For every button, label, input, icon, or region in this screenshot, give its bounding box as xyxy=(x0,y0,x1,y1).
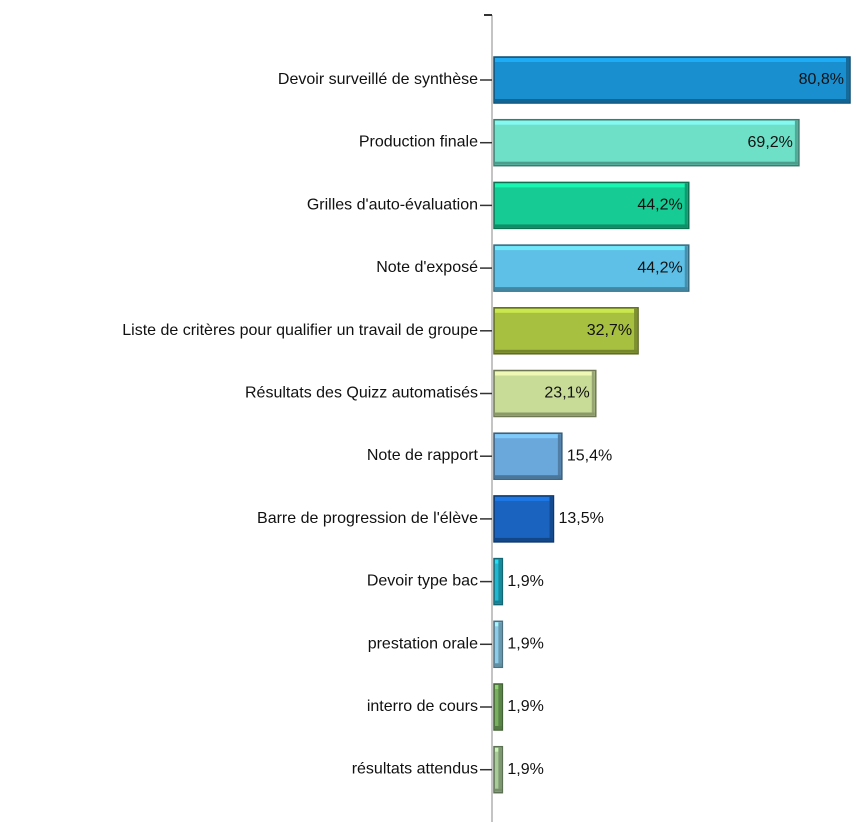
category-label: Grilles d'auto-évaluation xyxy=(307,197,478,214)
bar-bevel-bottom xyxy=(495,726,502,729)
bar-body xyxy=(493,56,851,104)
bar-bevel-top xyxy=(495,496,553,501)
bar-bevel-top xyxy=(495,183,688,188)
bar xyxy=(493,620,504,669)
bar xyxy=(493,181,690,230)
bar-body xyxy=(493,307,639,355)
bar-body xyxy=(493,683,504,731)
bar-bevel-bottom xyxy=(495,600,502,604)
bar-bevel-top xyxy=(495,308,638,313)
bar-body xyxy=(493,620,504,669)
bar-bevel-bottom xyxy=(495,349,638,353)
bar-bevel-bottom xyxy=(495,475,561,479)
bar-bevel-top xyxy=(495,747,502,752)
bar-bevel-top xyxy=(495,371,595,376)
category-label: interro de cours xyxy=(367,698,478,715)
value-label: 23,1% xyxy=(544,385,589,402)
bar xyxy=(493,495,555,543)
bar-bevel-right xyxy=(846,58,849,102)
bar-bevel-bottom xyxy=(495,224,688,228)
bar-bevel-right xyxy=(684,183,688,228)
bar-bevel-bottom xyxy=(495,788,502,792)
bar xyxy=(493,432,563,480)
bar-bevel-top xyxy=(495,685,502,689)
bar-bevel-right xyxy=(634,308,638,353)
bar-body xyxy=(493,118,800,167)
bar-bevel-right xyxy=(498,622,502,667)
bar xyxy=(493,369,597,418)
bar-bevel-bottom xyxy=(495,412,595,416)
bar-bevel-bottom xyxy=(495,287,688,291)
bar-body xyxy=(493,745,504,794)
bar-body xyxy=(493,244,690,292)
bar-bevel-right xyxy=(557,434,561,479)
bar xyxy=(493,745,504,794)
bar-body xyxy=(493,181,690,230)
bar-bevel-right xyxy=(498,747,502,792)
bar xyxy=(493,56,851,104)
bar-bevel-bottom xyxy=(495,161,798,165)
bar-bevel-top xyxy=(495,434,561,439)
value-label: 15,4% xyxy=(567,447,612,464)
category-label: Résultats des Quizz automatisés xyxy=(245,385,478,402)
bar-bevel-right xyxy=(498,685,502,729)
bar-bevel-bottom xyxy=(495,663,502,667)
category-label: Note d'exposé xyxy=(376,259,478,276)
value-label: 1,9% xyxy=(507,636,543,653)
category-label: Note de rapport xyxy=(367,447,479,464)
bar-body xyxy=(493,495,555,543)
category-label: Barre de progression de l'élève xyxy=(257,510,478,527)
bar xyxy=(493,244,690,292)
bar-bevel-top xyxy=(495,559,502,564)
bar-bevel-bottom xyxy=(495,99,849,102)
bar-bevel-right xyxy=(549,496,553,541)
value-label: 44,2% xyxy=(637,259,682,276)
value-label: 44,2% xyxy=(637,197,682,214)
category-label: Devoir surveillé de synthèse xyxy=(278,71,478,88)
value-label: 80,8% xyxy=(799,71,844,88)
category-label: Devoir type bac xyxy=(367,573,478,590)
bar-bevel-top xyxy=(495,622,502,627)
category-label: prestation orale xyxy=(368,636,478,653)
value-label: 69,2% xyxy=(748,134,793,151)
bar-bevel-right xyxy=(794,120,798,165)
value-label: 32,7% xyxy=(587,322,632,339)
bar xyxy=(493,307,639,355)
bar-bevel-right xyxy=(591,371,595,416)
category-label: Liste de critères pour qualifier un trav… xyxy=(122,322,478,339)
value-label: 1,9% xyxy=(507,761,543,778)
category-label: résultats attendus xyxy=(352,761,478,778)
value-label: 1,9% xyxy=(507,698,543,715)
bar xyxy=(493,683,504,731)
bar-body xyxy=(493,369,597,418)
bar xyxy=(493,118,800,167)
bar-bevel-top xyxy=(495,120,798,125)
value-label: 1,9% xyxy=(507,573,543,590)
bar-body xyxy=(493,432,563,480)
bar-bevel-top xyxy=(495,246,688,251)
bar-bevel-right xyxy=(684,246,688,291)
bar xyxy=(493,557,504,606)
bar-bevel-right xyxy=(498,559,502,604)
value-label: 13,5% xyxy=(558,510,603,527)
bar-body xyxy=(493,557,504,606)
bar-bevel-bottom xyxy=(495,537,553,541)
bar-bevel-top xyxy=(495,58,849,62)
category-label: Production finale xyxy=(359,134,478,151)
